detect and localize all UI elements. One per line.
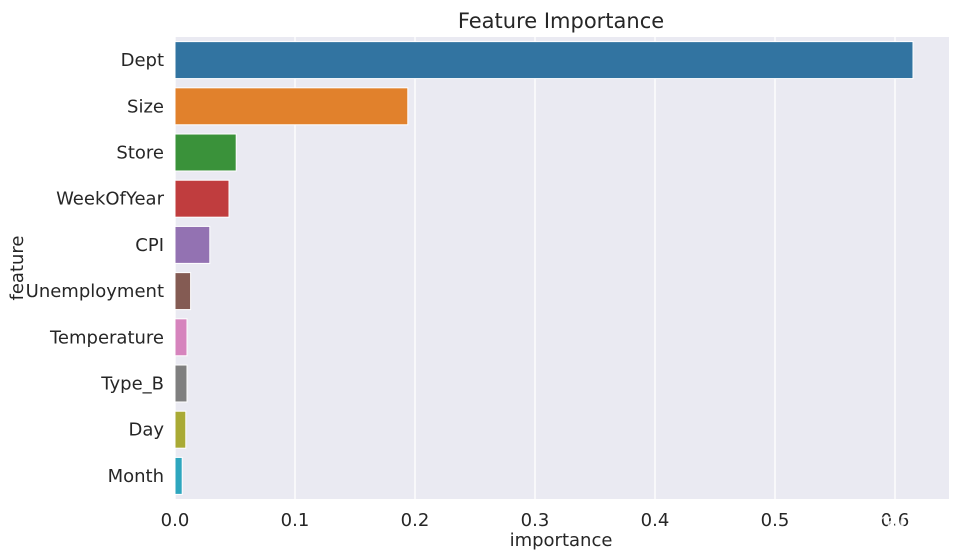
y-tick-label: WeekOfYear bbox=[56, 189, 165, 210]
y-tick-labels: Dept Size Store WeekOfYear CPI Unemployment Te… bbox=[26, 50, 165, 487]
y-tick-label: Dept bbox=[121, 50, 164, 71]
x-tick-label: 0.6 bbox=[881, 510, 910, 531]
bar-day bbox=[174, 410, 187, 449]
x-tick-label: 0.1 bbox=[281, 510, 310, 531]
bar-dept bbox=[174, 41, 914, 80]
y-tick-label: CPI bbox=[135, 235, 164, 256]
x-tick-label: 0.4 bbox=[641, 510, 670, 531]
bar-size bbox=[174, 87, 409, 126]
bar-weekofyear bbox=[174, 179, 230, 218]
x-tick-labels: 0.0 0.1 0.2 0.3 0.4 0.5 0.6 bbox=[161, 510, 910, 531]
watermark: alitrack bbox=[811, 509, 924, 533]
y-tick-label: Day bbox=[128, 420, 164, 441]
y-tick-label: Size bbox=[127, 96, 164, 117]
bar-store bbox=[174, 133, 237, 172]
y-tick-label: Month bbox=[108, 466, 164, 487]
bar-month bbox=[174, 456, 183, 495]
x-axis-label: importance bbox=[510, 530, 613, 551]
watermark-text: alitrack bbox=[845, 509, 924, 533]
bar-temperature bbox=[174, 318, 188, 357]
bars bbox=[174, 41, 914, 495]
bar-type-b bbox=[174, 364, 188, 403]
y-axis-label: feature bbox=[7, 236, 28, 301]
x-tick-label: 0.5 bbox=[761, 510, 790, 531]
bar-unemployment bbox=[174, 272, 192, 311]
x-tick-label: 0.0 bbox=[161, 510, 190, 531]
bar-cpi bbox=[174, 225, 211, 264]
x-tick-label: 0.2 bbox=[401, 510, 430, 531]
chart-title: Feature Importance bbox=[458, 9, 664, 33]
y-tick-label: Store bbox=[116, 143, 164, 164]
y-tick-label: Type_B bbox=[100, 374, 164, 395]
y-tick-label: Temperature bbox=[49, 327, 164, 348]
wechat-icon bbox=[811, 509, 838, 531]
y-tick-label: Unemployment bbox=[26, 281, 164, 302]
x-tick-label: 0.3 bbox=[521, 510, 550, 531]
